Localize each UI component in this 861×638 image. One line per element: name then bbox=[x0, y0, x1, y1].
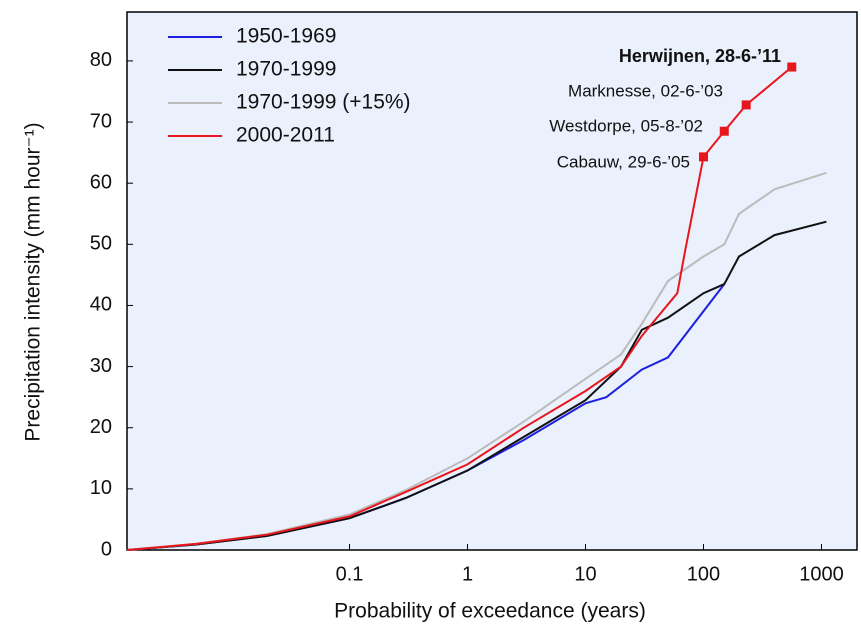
y-axis-label: Precipitation intensity (mm hour⁻¹) bbox=[22, 122, 45, 441]
event-marker bbox=[741, 100, 751, 110]
series-line bbox=[126, 66, 793, 551]
series-line bbox=[126, 220, 827, 551]
x-tick-label: 100 bbox=[687, 563, 720, 585]
event-marker bbox=[698, 152, 708, 162]
annotation: Herwijnen, 28-6-’11 bbox=[619, 46, 781, 66]
annotation: Cabauw, 29-6-’05 bbox=[557, 152, 690, 171]
y-tick-label: 70 bbox=[90, 110, 112, 132]
legend-label: 2000-2011 bbox=[236, 124, 335, 147]
y-tick-label: 60 bbox=[90, 171, 112, 193]
legend-label: 1950-1969 bbox=[236, 25, 336, 48]
y-tick-label: 50 bbox=[90, 233, 112, 255]
y-tick-label: 20 bbox=[90, 416, 112, 438]
y-tick-label: 80 bbox=[90, 49, 112, 71]
x-tick-label: 0.1 bbox=[336, 563, 364, 585]
plot-area bbox=[126, 11, 858, 551]
y-tick-label: 0 bbox=[101, 538, 112, 560]
y-tick-label: 10 bbox=[90, 477, 112, 499]
annotation: Marknesse, 02-6-’03 bbox=[568, 81, 723, 100]
y-tick-label: 30 bbox=[90, 355, 112, 377]
annotation: Westdorpe, 05-8-’02 bbox=[549, 116, 703, 135]
legend-label: 1970-1999 (+15%) bbox=[236, 91, 411, 114]
series-line bbox=[126, 171, 827, 551]
x-tick-label: 1000 bbox=[799, 563, 844, 585]
legend-label: 1970-1999 bbox=[236, 58, 336, 81]
event-marker bbox=[719, 126, 729, 136]
x-tick-label: 1 bbox=[462, 563, 473, 585]
x-axis-label: Probability of exceedance (years) bbox=[334, 600, 646, 623]
y-tick-label: 40 bbox=[90, 294, 112, 316]
event-marker bbox=[787, 62, 797, 72]
x-tick-label: 10 bbox=[574, 563, 596, 585]
